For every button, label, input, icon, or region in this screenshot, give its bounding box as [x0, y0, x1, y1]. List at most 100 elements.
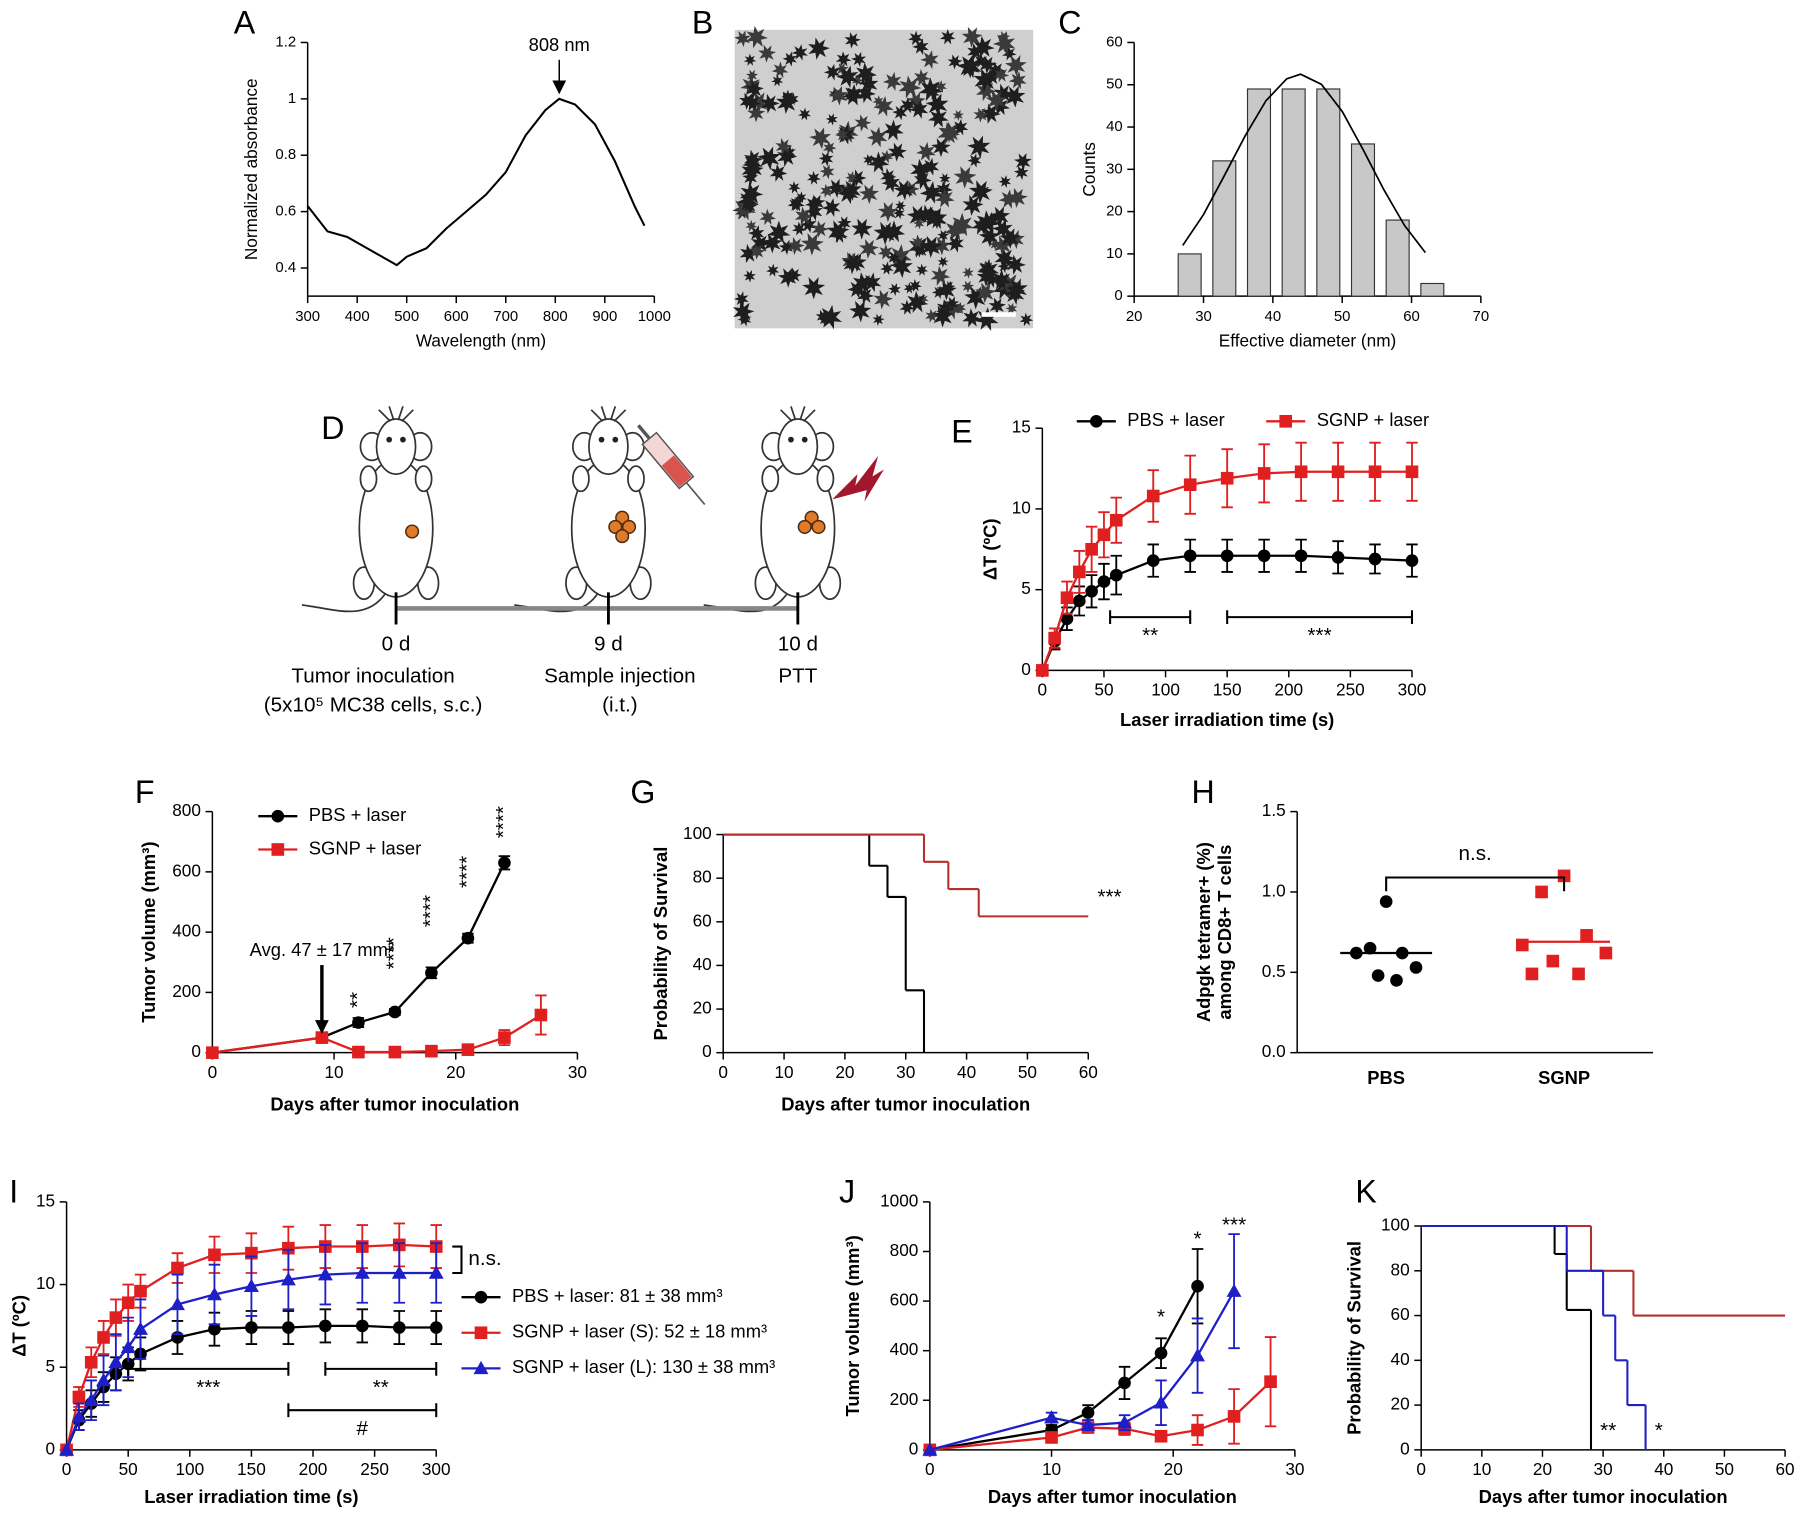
mouse-head [375, 418, 417, 475]
marker [1048, 631, 1061, 645]
x-tick-label: 0 [1416, 1459, 1426, 1479]
particle [854, 62, 878, 85]
annotation: * [1194, 1227, 1202, 1250]
annotation: ** [373, 1376, 389, 1399]
y-axis-title: ΔT (ºC) [9, 1295, 30, 1357]
particle [745, 219, 758, 232]
particle [805, 195, 821, 212]
particle [742, 169, 759, 186]
particle [791, 221, 807, 236]
marker [206, 1046, 219, 1059]
particle [822, 140, 837, 155]
y-tick-label: 1.5 [1262, 800, 1286, 820]
marker [170, 1296, 185, 1311]
mouse-paw [571, 465, 590, 493]
particle [786, 267, 803, 284]
series-line [929, 1285, 1199, 1451]
panel-label: G [630, 774, 655, 810]
line [306, 97, 646, 267]
x-tick-label: 20 [1533, 1459, 1552, 1479]
particle [931, 138, 951, 158]
particle [1004, 54, 1027, 77]
particle [931, 285, 946, 300]
particle [887, 142, 908, 162]
panel-label: I [9, 1173, 18, 1209]
particle [733, 291, 749, 307]
legend-label: SGNP + laser (S): 52 ± 18 mm³ [512, 1321, 767, 1342]
x-tick-label: 10 [1042, 1459, 1061, 1479]
mouse-eye [801, 436, 808, 443]
particle [746, 161, 764, 179]
bracket [452, 1245, 463, 1275]
particle [925, 308, 939, 323]
particle [800, 233, 824, 256]
tumor [405, 524, 420, 539]
particle [794, 206, 814, 226]
particle [743, 269, 756, 283]
particle [890, 255, 913, 279]
x-axis-title: Days after tumor inoculation [1479, 1486, 1728, 1507]
marker [1331, 551, 1345, 564]
particle [881, 173, 901, 193]
particle [748, 225, 765, 242]
panel-label: D [321, 410, 344, 446]
mouse-whiskers [378, 406, 414, 422]
x-tick-label: 20 [446, 1062, 465, 1082]
marker [71, 1409, 87, 1423]
particle [994, 247, 1016, 269]
annotation: * [1157, 1305, 1165, 1328]
x-axis-title: Laser irradiation time (s) [144, 1486, 358, 1507]
bar [1212, 160, 1237, 297]
particle [818, 151, 834, 167]
x-tick-label: 30 [1594, 1459, 1613, 1479]
panel-label: B [692, 5, 713, 41]
y-tick-label: 0 [1114, 287, 1122, 304]
panel-label: K [1355, 1173, 1377, 1209]
y-tick-label: 0 [1021, 659, 1031, 679]
particle [734, 30, 751, 48]
tumor [622, 519, 637, 534]
y-tick-label: 30 [1106, 160, 1123, 177]
particle [899, 97, 916, 114]
particle [908, 30, 924, 46]
particle [999, 228, 1021, 249]
marker [282, 1321, 295, 1334]
particle [992, 235, 1013, 256]
particle [802, 277, 826, 300]
legend-marker [1089, 414, 1103, 428]
marker [319, 1319, 332, 1333]
particle [732, 300, 755, 323]
x-tick-label: 300 [1398, 680, 1427, 700]
particle [859, 239, 879, 259]
marker [1146, 489, 1160, 503]
particle [913, 68, 931, 87]
annotation: * [1655, 1419, 1663, 1442]
particle [782, 51, 798, 67]
y-tick-label: 0 [191, 1041, 201, 1061]
bar [1246, 88, 1272, 297]
particle [1002, 46, 1017, 61]
marker [1154, 1429, 1168, 1443]
particle [851, 51, 867, 68]
particle [944, 296, 960, 311]
particle [989, 239, 1001, 251]
y-tick-label: 1000 [880, 1190, 918, 1210]
y-tick-label: 400 [890, 1339, 919, 1359]
x-tick-label: 0 [62, 1459, 72, 1479]
x-axis-title: Effective diameter (nm) [1219, 331, 1397, 351]
particle [908, 278, 922, 292]
x-tick-label: 60 [1776, 1459, 1795, 1479]
particle [745, 69, 759, 82]
particle [916, 141, 936, 162]
marker [428, 1265, 444, 1279]
particle [800, 216, 817, 234]
x-tick-label: 30 [568, 1062, 587, 1082]
annotation: **** [419, 895, 442, 927]
marker [1515, 938, 1529, 952]
particle [849, 169, 867, 188]
particle [972, 35, 995, 59]
particle [882, 71, 902, 91]
particle [856, 83, 877, 104]
particle [872, 313, 885, 326]
x-tick-label: 300 [295, 308, 320, 325]
